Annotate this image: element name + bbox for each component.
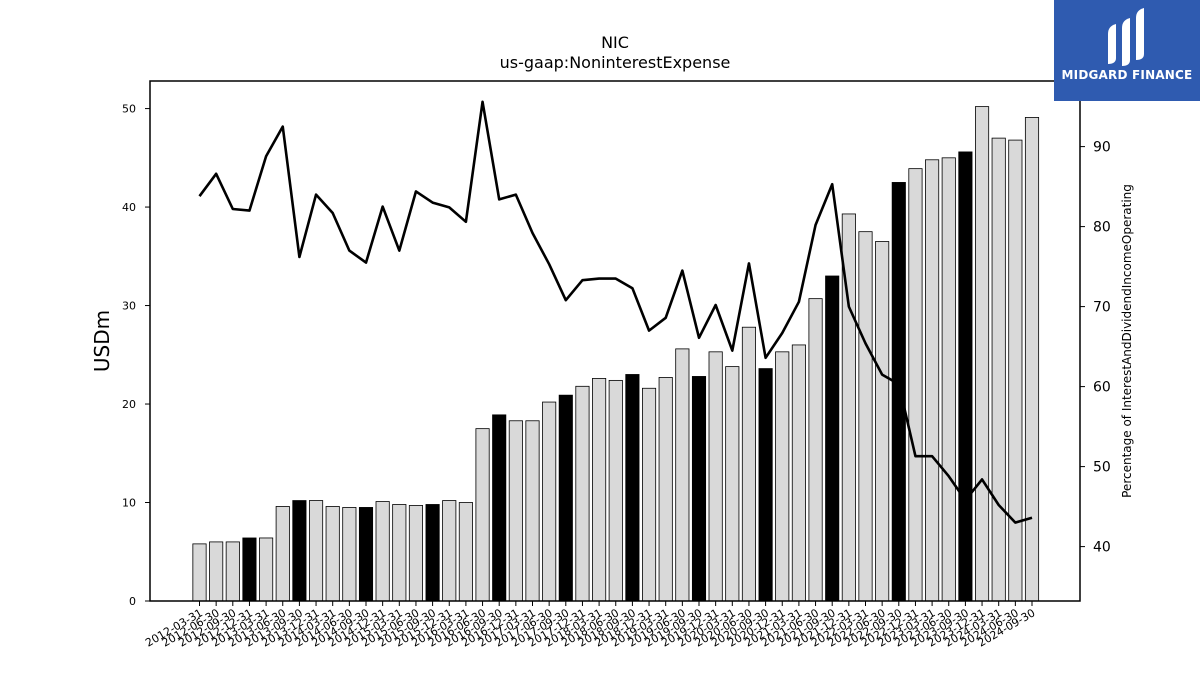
bar-2018-06-30 [608,379,623,602]
bar-2014-09-30 [358,507,374,602]
left-axis-ticks: 0 10 20 30 40 50 [122,103,150,608]
y-axis-label: USDm [90,310,114,372]
bar-2019-09-30 [691,376,707,602]
bar-2019-06-30 [675,348,690,602]
right-tick-label: 60 [1093,380,1111,396]
left-tick-label: 50 [122,103,136,116]
bar-2015-06-30 [408,505,423,602]
bar-2014-12-31 [375,501,390,602]
bar-2017-12-31 [575,385,590,602]
bar-series [192,106,1040,602]
bar-2016-12-31 [508,420,523,602]
bar-2017-03-31 [525,420,540,602]
chart-subtitle: us-gaap:NoninterestExpense [500,53,731,72]
bar-2020-06-30 [741,326,756,602]
bar-2017-06-30 [542,401,557,602]
bar-2016-03-31 [458,502,473,602]
brand-logo: MIDGARD FINANCE [1054,0,1200,101]
bar-2020-12-31 [775,351,790,602]
left-tick-label: 30 [122,300,136,313]
plot-frame [149,80,1081,602]
bar-2012-12-31 [242,537,257,602]
bar-2023-09-30 [958,151,973,602]
bar-2022-03-31 [858,231,873,602]
bar-2014-06-30 [342,507,357,602]
right-axis-ticks: 40 50 60 70 80 90 [1080,140,1111,556]
bar-2012-09-30 [225,541,240,602]
bar-2016-06-30 [475,428,490,602]
bar-2023-03-31 [925,159,940,602]
bar-2021-03-31 [791,344,806,602]
bar-2018-09-30 [625,374,640,602]
bar-2023-06-30 [941,157,956,602]
right-tick-label: 70 [1093,300,1111,316]
bar-2024-03-31 [991,137,1006,602]
bar-2013-06-30 [275,506,290,602]
bar-2015-12-31 [442,500,457,602]
bar-2024-09-30 [1024,117,1040,602]
bar-2012-06-30 [209,541,224,602]
right-tick-label: 40 [1093,540,1111,556]
bar-2018-03-31 [592,378,607,602]
bar-2021-09-30 [825,275,840,602]
bar-2017-09-30 [558,394,573,602]
bar-2014-03-31 [325,506,340,602]
right-tick-label: 50 [1093,460,1111,476]
bar-2022-06-30 [875,241,890,602]
bar-2019-12-31 [708,351,723,602]
x-axis-ticks: 2012-03-312012-06-302012-09-302012-12-31… [143,601,1038,650]
left-tick-label: 40 [122,201,136,214]
bar-2019-03-31 [658,377,673,602]
bar-2016-09-30 [492,414,507,602]
left-tick-label: 10 [122,497,136,510]
left-tick-label: 20 [122,398,136,411]
bar-2012-03-31 [192,543,207,602]
logo-mark-icon [1108,8,1144,66]
chart-title: NIC [601,33,629,52]
bar-2020-03-31 [725,366,740,602]
bar-2013-12-31 [308,500,324,602]
bar-2024-06-30 [1008,139,1023,602]
bar-2022-09-30 [891,182,906,602]
right-tick-label: 90 [1093,140,1111,156]
bar-2013-09-30 [292,500,307,602]
y-axis-label-right: Percentage of InterestAndDividendIncomeO… [1120,184,1134,498]
bar-2015-03-31 [392,504,407,602]
bar-2022-12-31 [908,168,923,602]
line-series [198,100,1033,524]
bar-2023-12-31 [975,106,990,602]
right-tick-label: 80 [1093,220,1111,236]
logo-text: MIDGARD FINANCE [1061,68,1193,82]
bar-2020-09-30 [758,368,773,602]
bar-2021-06-30 [808,298,823,602]
left-tick-label: 0 [129,595,136,608]
bar-2015-09-30 [425,504,440,602]
bar-2013-03-31 [259,537,274,602]
bar-2018-12-31 [642,387,657,602]
